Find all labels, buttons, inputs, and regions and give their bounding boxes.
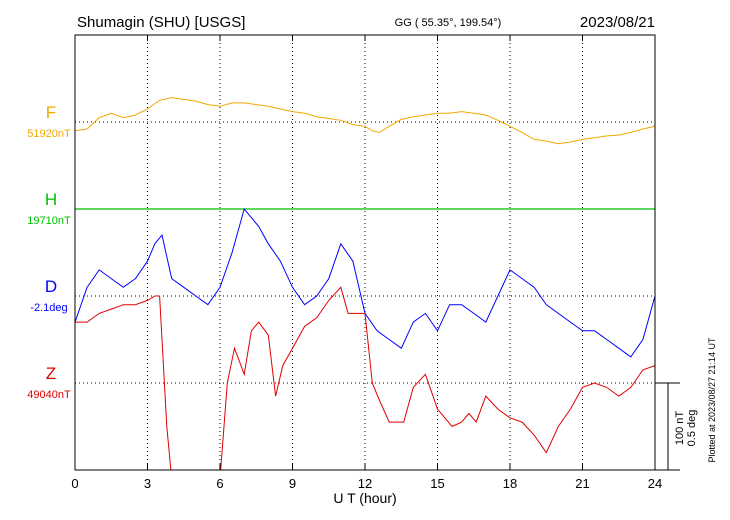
x-axis-ticks: 0 3 6 9 12 15 18 21 24 — [71, 35, 662, 491]
date-label: 2023/08/21 — [580, 14, 655, 31]
series-name-z: Z — [46, 364, 56, 383]
series-line-d — [75, 207, 655, 358]
x-tick-label: 6 — [216, 476, 223, 491]
x-tick-label: 18 — [503, 476, 517, 491]
series-labels: F 51920nT H 19710nT D -2.1deg Z 49040nT — [27, 103, 71, 401]
scale-bar-deg: 0.5 deg — [686, 410, 698, 447]
x-axis-label: U T (hour) — [333, 490, 396, 506]
x-tick-label: 21 — [575, 476, 589, 491]
series-baseline-h: 19710nT — [27, 215, 71, 227]
scale-bar: 100 nT 0.5 deg — [655, 382, 698, 471]
series-baseline-f: 51920nT — [27, 128, 71, 140]
grid — [75, 35, 655, 470]
coordinates: GG ( 55.35°, 199.54°) — [395, 17, 502, 29]
series-baseline-d: -2.1deg — [30, 302, 67, 314]
series-lines — [75, 97, 655, 470]
x-tick-label: 12 — [358, 476, 372, 491]
x-tick-label: 0 — [71, 476, 78, 491]
x-tick-label: 15 — [430, 476, 444, 491]
x-tick-label: 3 — [144, 476, 151, 491]
x-tick-label: 24 — [648, 476, 662, 491]
plotted-note: Plotted at 2023/08/27 21:14 UT — [707, 337, 717, 463]
series-line-f — [75, 97, 655, 145]
station-title: Shumagin (SHU) [USGS] — [77, 14, 245, 31]
series-name-h: H — [45, 190, 57, 209]
series-name-d: D — [45, 277, 57, 296]
series-line-z — [75, 286, 655, 470]
series-baseline-z: 49040nT — [27, 389, 71, 401]
series-name-f: F — [46, 103, 56, 122]
x-tick-label: 9 — [289, 476, 296, 491]
scale-bar-nt: 100 nT — [674, 411, 686, 446]
